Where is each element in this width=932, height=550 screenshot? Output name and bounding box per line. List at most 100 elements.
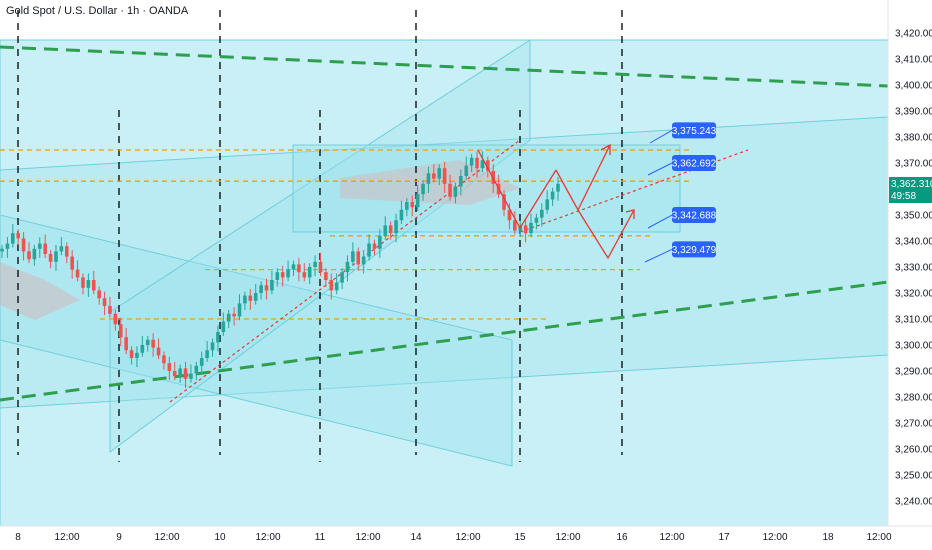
candle-body [388,225,393,234]
candle-body [502,194,506,210]
candle-body [145,339,150,345]
time-tick-label: 12:00 [555,532,580,543]
candle-body [286,269,290,278]
candle-body [205,350,209,358]
candle-body [329,280,334,291]
candle-body [86,280,91,288]
candle-body [361,256,366,265]
projection-path [477,143,635,260]
candle-body [27,251,31,260]
time-tick-label: 12:00 [659,532,684,543]
candle-body [183,368,188,379]
price-tick-label: 3,320.000 [895,289,932,300]
time-tick-label: 18 [822,532,834,543]
candle-body [243,295,247,304]
candle-body [156,347,161,356]
price-tick-label: 3,390.000 [895,107,932,118]
candle-body [259,285,263,293]
candle-body [21,238,26,252]
candle-body [118,324,123,338]
candle-body [507,209,512,221]
candle-body [237,303,242,317]
candle-body [415,194,420,208]
candle-body [453,186,458,197]
candle-body [372,243,377,249]
candle-body [378,235,382,249]
candle-body [37,243,42,249]
candle-body [140,345,145,353]
candle-body [178,368,182,377]
candle-body [59,246,64,252]
price-tick-label: 3,310.000 [895,315,932,326]
time-axis: 8 12:00 9 12:00 10 12:00 11 12:00 14 12:00 15 12:00… [0,525,932,550]
candle-body [81,277,85,288]
candle-body [556,183,560,192]
callout-line [644,248,673,263]
candle-body [102,298,107,306]
candle-body [253,293,258,301]
arrowhead-icon [625,209,635,219]
time-tick-label: 10 [214,532,226,543]
time-tick-label: 17 [718,532,730,543]
price-label-text: 3,342.688 [672,211,717,222]
candle-body [534,217,539,223]
candle-body [351,251,355,262]
time-tick-label: 12:00 [355,532,380,543]
candle-body [91,280,96,291]
candle-body [421,183,425,195]
candle-body [399,209,404,221]
candle-body [475,157,479,169]
time-tick-label: 16 [616,532,628,543]
candle-body [151,339,155,348]
candle-body [410,202,415,208]
candle-body [297,264,301,273]
candle-body [48,254,53,262]
time-tick-label: 11 [315,532,326,543]
price-label-box [672,241,716,258]
candle-body [167,363,172,371]
price-tick-label: 3,380.000 [895,133,932,144]
candle-body [75,269,80,278]
candle-body [172,371,177,377]
candle-body [432,173,436,179]
candle-body [248,295,253,301]
support-trendline [519,149,749,233]
price-label-text: 3,329.479 [672,245,717,256]
callout-line [649,129,673,144]
candle-body [10,233,15,244]
trend-lines [0,45,889,403]
candle-body [43,243,47,254]
candle-body [459,176,463,187]
candle-body [356,251,361,265]
candle-body [210,342,215,351]
arrow-shape [0,262,80,320]
price-tick-label: 3,240.000 [895,497,932,508]
candle-body [318,261,323,273]
candle-body [523,225,528,234]
candle-body [64,246,69,257]
bar-countdown: 49:58 [891,191,916,202]
candle-body [16,233,20,239]
candle-body [232,313,236,317]
price-tick-label: 3,270.000 [895,419,932,430]
candle-body [345,261,350,273]
support-trendline [169,139,521,403]
price-label-box [672,155,716,172]
candle-body [129,350,134,358]
time-tick-label: 12:00 [54,532,79,543]
candle-body [0,248,4,252]
current-price-box [889,176,932,203]
candle-body [307,267,312,278]
candle-body [280,272,285,278]
time-tick-label: 12:00 [866,532,891,543]
candle-body [162,355,166,364]
trendline-upper [0,45,889,88]
price-tick-label: 3,410.000 [895,55,932,66]
price-tick-label: 3,260.000 [895,445,932,456]
candle-body [334,282,339,291]
price-annotations: 3,375.243 3,362.692 3,342.688 3,329.479 [644,122,717,263]
trendline-lower [0,280,889,402]
callout-line [647,214,673,229]
